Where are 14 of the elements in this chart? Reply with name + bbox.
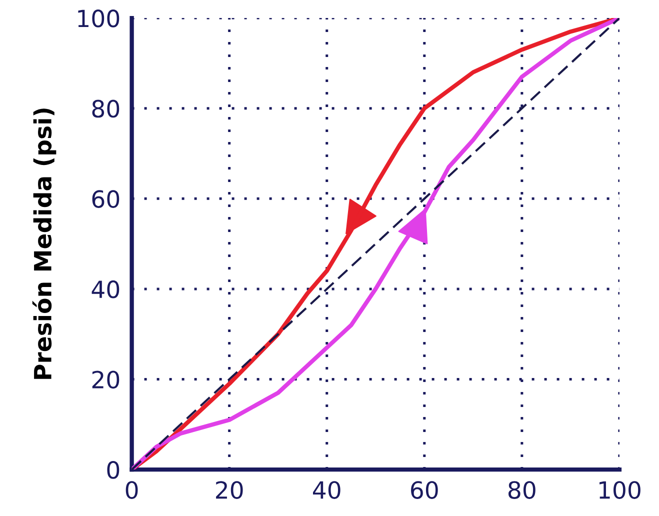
y-tick-label: 20	[92, 370, 120, 389]
y-tick-label: 100	[78, 10, 120, 28]
x-tick-label: 0	[126, 481, 138, 499]
x-tick-label: 100	[600, 481, 640, 499]
y-tick-label: 40	[92, 280, 120, 298]
y-tick-label: 60	[92, 190, 120, 208]
line-series	[132, 18, 620, 470]
x-tick-label: 40	[312, 481, 340, 499]
y-axis-title: Presión Medida (psi)	[32, 108, 56, 379]
y-tick-label: 0	[107, 461, 120, 479]
x-tick-label: 20	[216, 481, 243, 499]
y-tick-label: 80	[92, 100, 120, 118]
x-tick-label: 80	[508, 481, 536, 499]
x-tick-label: 60	[411, 481, 438, 499]
